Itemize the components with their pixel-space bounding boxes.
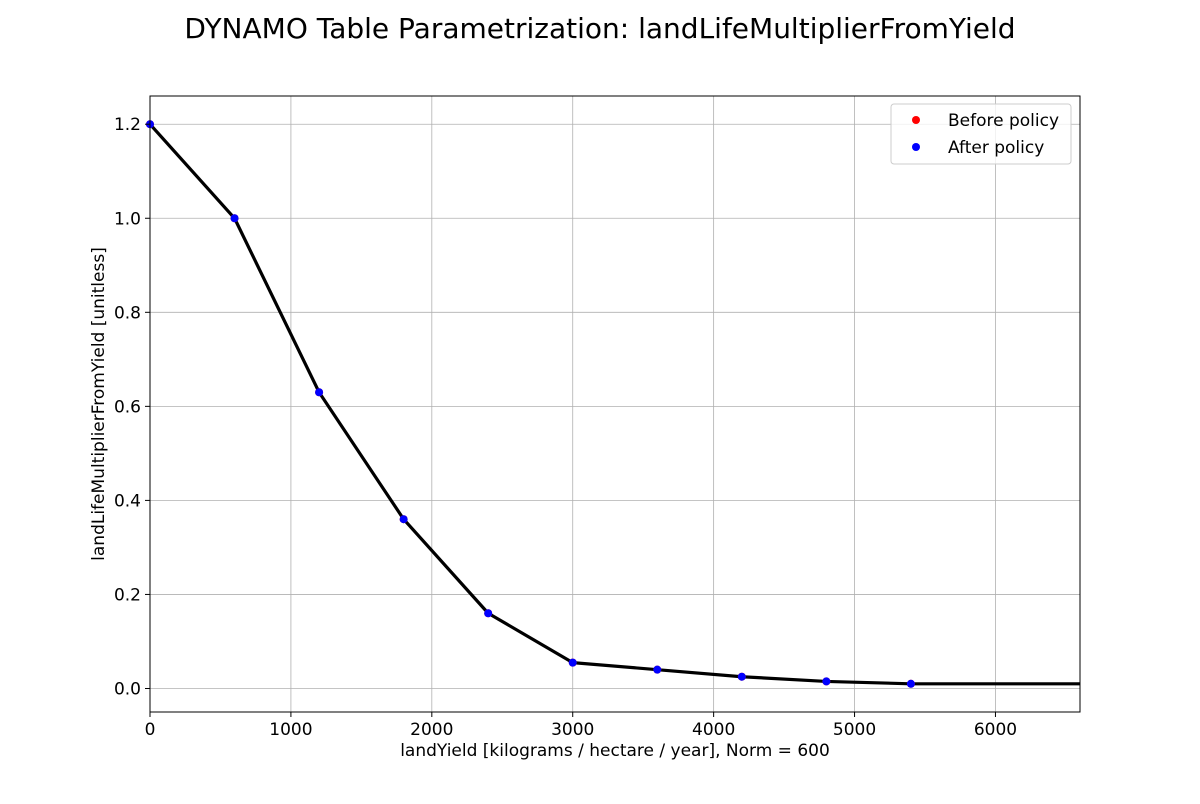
legend-label: Before policy <box>948 111 1059 131</box>
chart-title: DYNAMO Table Parametrization: landLifeMu… <box>184 12 1015 45</box>
table-curve-line <box>148 123 1080 686</box>
y-tick-label: 0.0 <box>114 679 141 699</box>
plot-frame <box>149 95 1081 713</box>
after-policy-point <box>315 388 324 397</box>
legend: Before policy After policy <box>890 103 1072 165</box>
after-policy-point <box>568 658 577 667</box>
curve-layer <box>148 123 1080 686</box>
after-policy-point <box>484 609 493 618</box>
axis-ticks: 0 1000 2000 3000 4000 5000 6000 0.0 0.2 0.4 0.6 0.8… <box>114 115 1017 740</box>
after-policy-point <box>906 679 915 688</box>
data-points-layer <box>146 120 915 688</box>
x-tick-label: 3000 <box>551 720 594 740</box>
y-tick-label: 0.4 <box>114 491 141 511</box>
y-tick-label: 1.2 <box>114 115 141 135</box>
y-tick-label: 0.8 <box>114 303 141 323</box>
legend-marker <box>912 143 920 151</box>
y-tick-label: 1.0 <box>114 209 141 229</box>
x-tick-label: 2000 <box>410 720 453 740</box>
legend-box <box>890 103 1072 165</box>
x-tick-label: 5000 <box>833 720 876 740</box>
x-tick-label: 4000 <box>692 720 735 740</box>
legend-marker <box>912 116 920 124</box>
legend-label: After policy <box>948 138 1044 158</box>
y-axis-label: landLifeMultiplierFromYield [unitless] <box>89 247 109 561</box>
x-tick-label: 6000 <box>974 720 1017 740</box>
x-tick-label: 1000 <box>269 720 312 740</box>
after-policy-point <box>230 214 239 223</box>
after-policy-point <box>822 677 831 686</box>
after-policy-point <box>399 515 408 524</box>
y-tick-label: 0.2 <box>114 585 141 605</box>
after-policy-point <box>737 672 746 681</box>
y-tick-label: 0.6 <box>114 397 141 417</box>
grid <box>149 96 1080 712</box>
x-tick-label: 0 <box>145 720 156 740</box>
after-policy-point <box>653 665 662 674</box>
x-axis-label: landYield [kilograms / hectare / year], … <box>400 741 830 761</box>
